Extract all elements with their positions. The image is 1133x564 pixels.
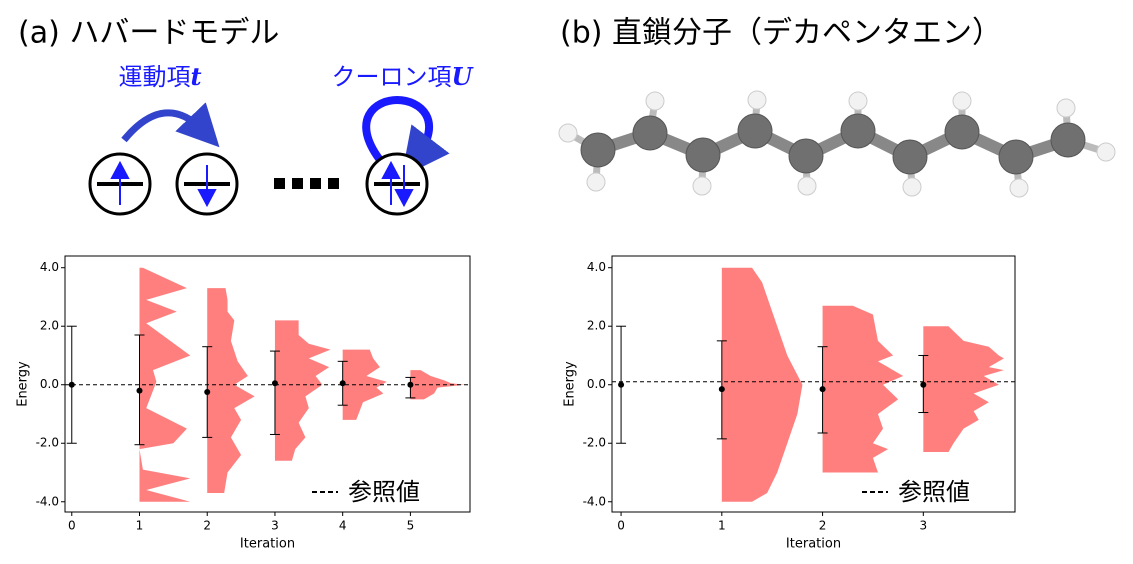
plot-frame — [64, 255, 471, 513]
hydrogen — [1009, 178, 1029, 198]
carbon — [685, 137, 721, 173]
coulomb-arrow — [362, 95, 450, 178]
x-tick-label: 2 — [203, 519, 211, 533]
mean-point — [339, 380, 346, 387]
spin-up — [110, 160, 130, 179]
violin — [342, 349, 387, 420]
ellipsis-dot — [274, 178, 285, 189]
y-tick-label: -2.0 — [583, 436, 606, 450]
y-tick-label: 4.0 — [40, 260, 59, 274]
hydrogen — [1056, 98, 1076, 118]
carbon — [892, 139, 928, 175]
hydrogen — [692, 176, 712, 196]
x-tick-label: 0 — [68, 519, 76, 533]
hydrogen — [645, 91, 665, 111]
coulomb-annotation: クーロン項U — [332, 62, 475, 92]
carbon — [632, 115, 668, 151]
hydrogen — [848, 91, 868, 111]
x-tick-label: 3 — [271, 519, 279, 533]
carbon — [580, 132, 616, 168]
hopping-annotation: 運動項t — [118, 62, 201, 92]
carbon — [788, 138, 824, 174]
y-axis-label: Energy — [563, 361, 578, 407]
y-tick-label: -4.0 — [583, 494, 606, 508]
hopping-symbol: t — [190, 62, 201, 91]
hopping-label: 運動項 — [118, 63, 190, 91]
y-tick-label: 2.0 — [40, 319, 59, 333]
mean-point — [819, 386, 826, 393]
mean-point — [68, 381, 75, 388]
mean-point — [136, 387, 143, 394]
carbon — [1050, 122, 1086, 158]
x-tick-label: 4 — [339, 519, 347, 533]
violin — [822, 305, 904, 473]
hydrogen — [902, 177, 922, 197]
carbon — [840, 113, 876, 149]
mean-point — [407, 381, 414, 388]
panel-title: (a) ハバードモデル — [18, 16, 279, 51]
ellipsis-dot — [310, 178, 321, 189]
y-tick-label: 0.0 — [40, 377, 59, 391]
x-tick-label: 0 — [617, 519, 625, 533]
violin — [721, 267, 803, 502]
coulomb-label: クーロン項 — [332, 63, 452, 91]
legend-label: 参照値 — [898, 478, 970, 506]
x-tick-label: 2 — [819, 519, 827, 533]
violin — [923, 326, 1004, 453]
x-tick-label: 1 — [718, 519, 726, 533]
x-tick-label: 1 — [136, 519, 144, 533]
mean-point — [271, 380, 278, 387]
mean-point — [618, 381, 625, 388]
y-tick-label: 0.0 — [587, 377, 606, 391]
spin-down — [394, 189, 414, 208]
spin-up — [381, 160, 401, 179]
carbon — [737, 113, 773, 149]
legend-label: 参照値 — [348, 478, 420, 506]
hopping-arrow — [121, 102, 220, 148]
x-axis-label: Iteration — [240, 537, 295, 552]
plot-frame — [611, 255, 1016, 513]
hubbard-diagram — [88, 95, 450, 216]
mean-point — [204, 389, 211, 396]
coulomb-symbol: U — [452, 62, 475, 91]
hydrogen — [747, 90, 767, 110]
violin — [139, 267, 191, 502]
y-tick-label: -2.0 — [36, 436, 59, 450]
carbon — [998, 139, 1034, 175]
y-tick-label: -4.0 — [36, 494, 59, 508]
violin — [274, 320, 331, 461]
ellipsis-dot — [328, 178, 339, 189]
x-tick-label: 5 — [407, 519, 415, 533]
mean-point — [920, 381, 927, 388]
violin — [207, 288, 255, 493]
x-tick-label: 3 — [919, 519, 927, 533]
x-axis-label: Iteration — [786, 537, 841, 552]
spin-down — [197, 189, 217, 208]
y-tick-label: 2.0 — [587, 319, 606, 333]
y-tick-label: 4.0 — [587, 260, 606, 274]
ellipsis-dot — [292, 178, 303, 189]
hydrogen — [952, 91, 972, 111]
molecule — [558, 90, 1116, 198]
hydrogen — [558, 123, 578, 143]
carbon — [944, 114, 980, 150]
panel-title: (b) 直鎖分子（デカペンタエン） — [560, 16, 1002, 51]
hydrogen — [586, 172, 606, 192]
y-axis-label: Energy — [16, 361, 31, 407]
hydrogen — [797, 176, 817, 196]
hydrogen — [1096, 142, 1116, 162]
mean-point — [718, 386, 725, 393]
